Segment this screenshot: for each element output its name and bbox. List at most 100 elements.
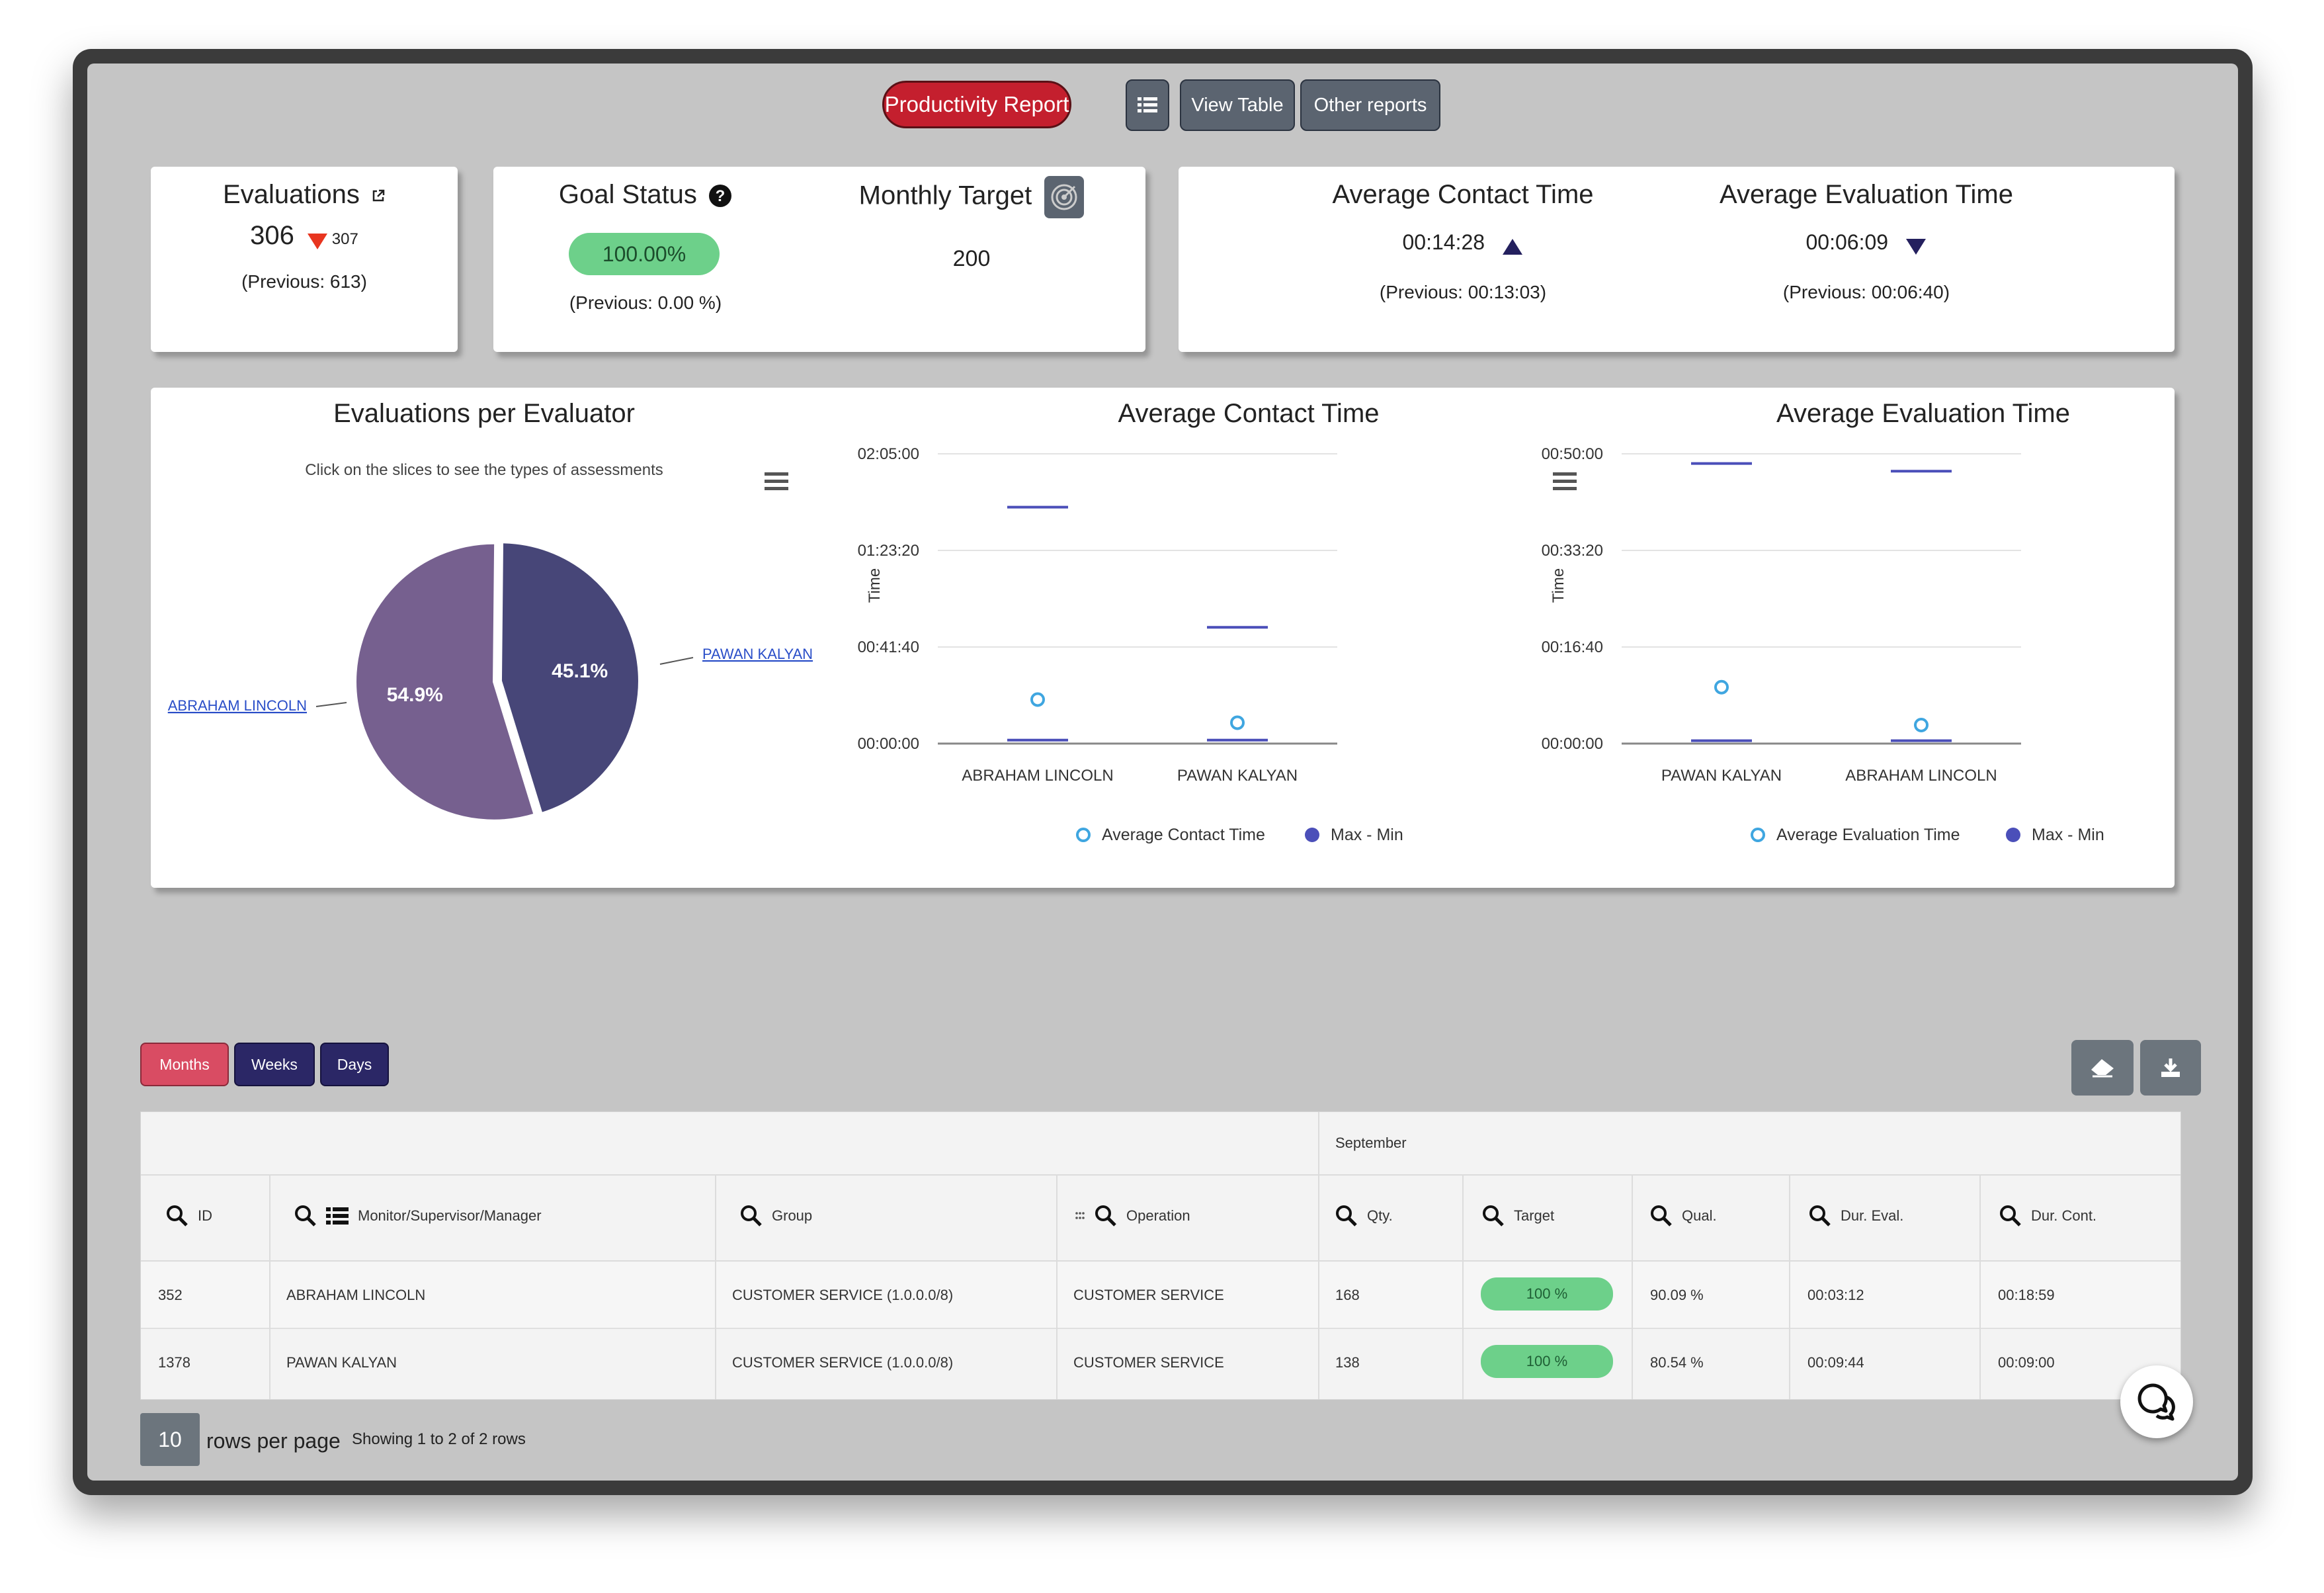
cell-dur-cont: 00:18:59 [1998, 1287, 2055, 1303]
column-header-operation[interactable]: Operation [1075, 1205, 1190, 1227]
search-icon[interactable] [1482, 1205, 1505, 1227]
column-divider [715, 1174, 716, 1399]
goal-status-pill: 100.00% [569, 233, 720, 275]
legend-marker [2006, 828, 2020, 842]
column-header-qual[interactable]: Qual. [1650, 1205, 1717, 1227]
search-icon[interactable] [166, 1205, 188, 1227]
cell-dur-eval: 00:09:44 [1807, 1354, 1864, 1371]
drag-handle-icon[interactable] [1075, 1211, 1085, 1221]
y-tick-label: 00:50:00 [1542, 445, 1603, 463]
device-frame: Productivity Report View Table Other rep… [73, 49, 2253, 1495]
cell-operation: CUSTOMER SERVICE [1073, 1354, 1224, 1371]
x-tick-label: ABRAHAM LINCOLN [1845, 767, 1997, 785]
column-header-id[interactable]: ID [166, 1205, 212, 1227]
column-header-dur-eval[interactable]: Dur. Eval. [1809, 1205, 1903, 1227]
target-pill: 100 % [1481, 1277, 1613, 1311]
search-icon[interactable] [1809, 1205, 1831, 1227]
pie-legend-link[interactable]: ABRAHAM LINCOLN [168, 697, 307, 714]
cell-qty: 168 [1335, 1287, 1360, 1303]
table-header-row [141, 1174, 2180, 1262]
table-row[interactable] [141, 1329, 2180, 1399]
search-icon[interactable] [1650, 1205, 1673, 1227]
app-screen: Productivity Report View Table Other rep… [87, 64, 2238, 1481]
x-tick-label: ABRAHAM LINCOLN [962, 767, 1113, 785]
legend-item[interactable]: Max - Min [1331, 826, 1403, 844]
pie-slice[interactable] [499, 540, 641, 816]
up-arrow-icon [1502, 238, 1522, 255]
chart-menu-icon[interactable] [765, 472, 788, 476]
cell-dur-eval: 00:03:12 [1807, 1287, 1864, 1303]
legend-marker [1751, 828, 1765, 842]
chart-menu-icon[interactable] [765, 480, 788, 483]
y-tick-label: 00:16:40 [1542, 638, 1603, 656]
table-group-header: September [1335, 1135, 1407, 1151]
help-icon[interactable]: ? [708, 184, 732, 208]
data-point[interactable] [1230, 715, 1245, 730]
column-header-group[interactable]: Group [740, 1205, 812, 1227]
cell-operation: CUSTOMER SERVICE [1073, 1287, 1224, 1303]
legend-item[interactable]: Average Contact Time [1102, 826, 1265, 844]
target-pill: 100 % [1481, 1345, 1613, 1378]
chart-subtitle: Click on the slices to see the types of … [305, 461, 663, 479]
other-reports-button[interactable]: Other reports [1300, 79, 1440, 131]
chart-title: Average Contact Time [1118, 399, 1379, 428]
x-tick-label: PAWAN KALYAN [1177, 767, 1298, 785]
legend-item[interactable]: Max - Min [2032, 826, 2104, 844]
cell-id: 1378 [158, 1354, 190, 1371]
column-header-qty[interactable]: Qty. [1335, 1205, 1393, 1227]
clear-filters-button[interactable] [2071, 1040, 2134, 1096]
chart-menu-icon[interactable] [1553, 480, 1577, 483]
tab-months[interactable]: Months [140, 1043, 229, 1086]
evaluations-previous: (Previous: 613) [241, 271, 367, 292]
list-view-button[interactable] [1126, 79, 1169, 131]
table-group-header-row [141, 1112, 2180, 1176]
y-axis-label: Time [866, 568, 884, 603]
search-icon[interactable] [1095, 1205, 1117, 1227]
column-header-monitor[interactable]: Monitor/Supervisor/Manager [294, 1205, 542, 1227]
chart-menu-icon[interactable] [765, 487, 788, 490]
chart-title: Average Evaluation Time [1776, 399, 2070, 428]
cell-dur-cont: 00:09:00 [1998, 1354, 2055, 1371]
evaluations-value: 306 [250, 221, 294, 250]
column-header-target[interactable]: Target [1482, 1205, 1554, 1227]
y-tick-label: 02:05:00 [858, 445, 919, 463]
goal-status-previous: (Previous: 0.00 %) [569, 292, 722, 313]
svg-text:?: ? [716, 187, 726, 205]
data-point[interactable] [1914, 717, 1929, 732]
search-icon[interactable] [740, 1205, 763, 1227]
legend-item[interactable]: Average Evaluation Time [1776, 826, 1960, 844]
chart-title: Evaluations per Evaluator [333, 399, 635, 428]
external-link-icon[interactable] [371, 189, 386, 203]
table-row[interactable] [141, 1262, 2180, 1329]
data-point[interactable] [1714, 679, 1729, 695]
tab-weeks[interactable]: Weeks [234, 1043, 315, 1086]
chat-button[interactable] [2120, 1365, 2193, 1438]
data-point[interactable] [1030, 692, 1045, 707]
avg-eval-value: 00:06:09 [1805, 230, 1889, 254]
chart-menu-icon[interactable] [1553, 472, 1577, 476]
showing-rows-label: Showing 1 to 2 of 2 rows [352, 1430, 526, 1448]
export-button[interactable] [2140, 1040, 2201, 1096]
search-icon[interactable] [1999, 1205, 2022, 1227]
productivity-report-button[interactable]: Productivity Report [882, 81, 1071, 128]
search-icon[interactable] [1335, 1205, 1358, 1227]
view-table-button[interactable]: View Table [1180, 79, 1295, 131]
charts-card: Evaluations per Evaluator Click on the sl… [151, 388, 2238, 888]
pie-legend-link[interactable]: PAWAN KALYAN [702, 646, 813, 662]
target-icon[interactable] [1044, 176, 1085, 218]
avg-contact-previous: (Previous: 00:13:03) [1379, 282, 1547, 302]
evaluations-delta: 307 [331, 230, 358, 248]
down-arrow-icon [1905, 238, 1926, 255]
column-divider [1979, 1174, 1981, 1399]
column-divider [1632, 1174, 1633, 1399]
x-tick-label: PAWAN KALYAN [1661, 767, 1782, 785]
column-header-dur-cont[interactable]: Dur. Cont. [1999, 1205, 2096, 1227]
search-icon[interactable] [294, 1205, 317, 1227]
pie-slice[interactable] [354, 541, 537, 822]
chart-menu-icon[interactable] [1553, 487, 1577, 490]
avg-contact-title: Average Contact Time [1332, 180, 1594, 209]
list-icon[interactable] [326, 1207, 349, 1225]
tab-days[interactable]: Days [320, 1043, 389, 1086]
average-times-card: Average Contact Time 00:14:28 (Previous:… [1179, 167, 2175, 352]
page-size-button[interactable]: 10 [140, 1413, 200, 1466]
